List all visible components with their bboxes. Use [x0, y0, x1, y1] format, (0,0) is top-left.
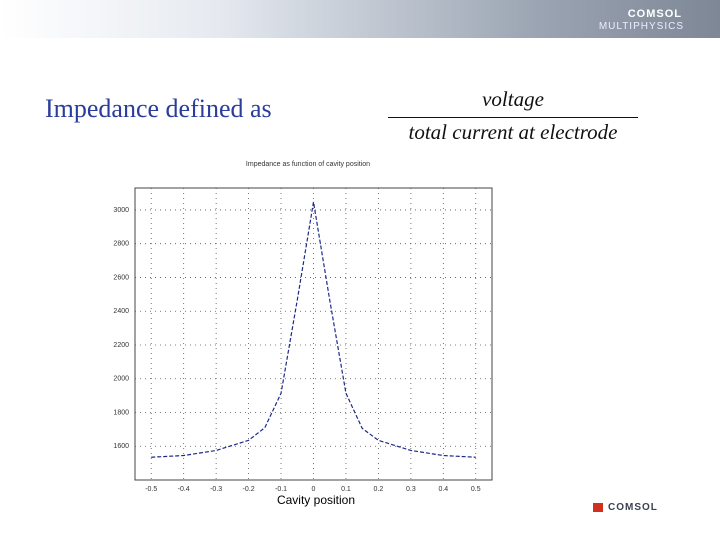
x-tick-label: -0.2 — [243, 486, 255, 493]
denominator: total current at electrode — [408, 120, 618, 144]
heading: Impedance defined as — [45, 94, 272, 123]
fraction-bar — [388, 117, 638, 118]
numerator: voltage — [482, 87, 544, 111]
data-line — [151, 201, 476, 458]
x-tick-label: -0.1 — [275, 486, 287, 493]
x-tick-label: 0 — [312, 486, 316, 493]
x-tick-label: -0.4 — [178, 486, 190, 493]
x-tick-label: 0.5 — [471, 486, 481, 493]
y-tick-label: 3000 — [113, 207, 129, 214]
y-tick-label: 2000 — [113, 376, 129, 383]
brand-sub: MULTIPHYSICS — [598, 21, 684, 32]
y-tick-label: 2800 — [113, 241, 129, 248]
y-tick-label: 2400 — [113, 308, 129, 315]
x-tick-label: 0.3 — [406, 486, 416, 493]
x-tick-label: -0.3 — [210, 486, 222, 493]
logo: COMSOL — [608, 502, 658, 513]
header-bar: COMSOL MULTIPHYSICS — [0, 0, 720, 38]
y-tick-label: 1600 — [113, 443, 129, 450]
y-tick-label: 2200 — [113, 342, 129, 349]
x-axis-label: Cavity position — [277, 493, 355, 507]
x-tick-label: 0.1 — [341, 486, 351, 493]
brand: COMSOL — [627, 8, 682, 20]
x-tick-label: -0.5 — [145, 486, 157, 493]
logo-mark — [593, 503, 603, 512]
y-tick-label: 2600 — [113, 274, 129, 281]
x-tick-label: 0.2 — [374, 486, 384, 493]
y-tick-label: 1800 — [113, 409, 129, 416]
x-tick-label: 0.4 — [438, 486, 448, 493]
chart-title: Impedance as function of cavity position — [246, 161, 370, 168]
